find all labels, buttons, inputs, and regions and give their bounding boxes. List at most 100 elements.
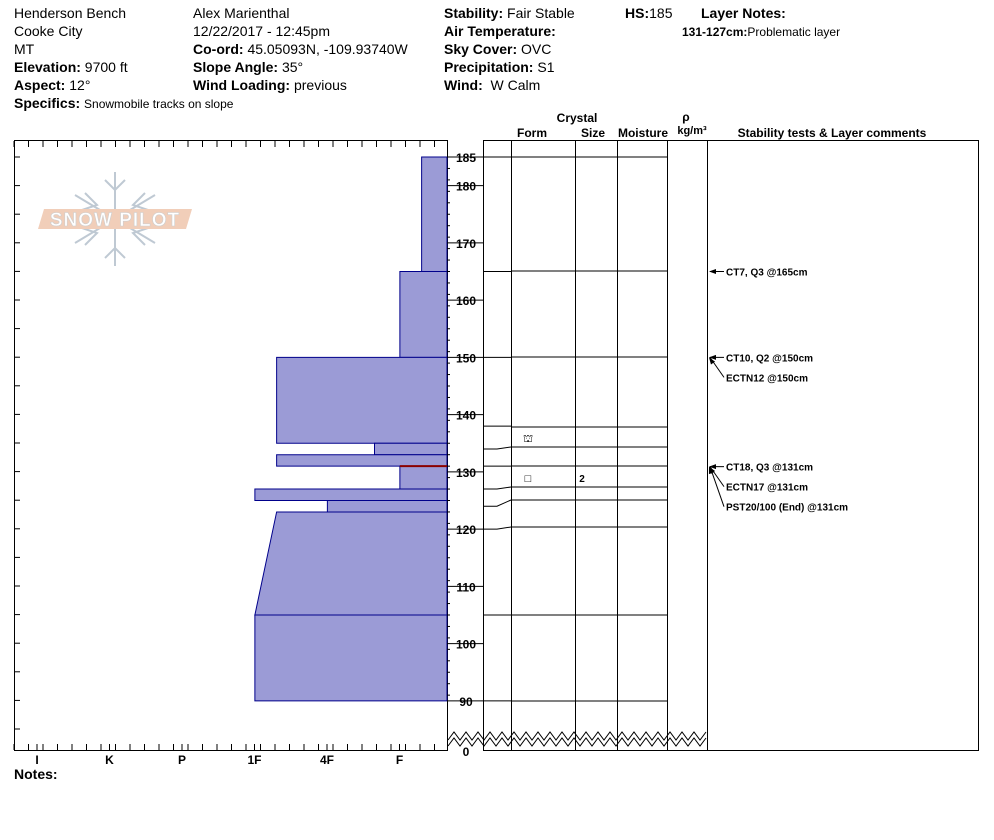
aspect-value: 12° [69, 77, 91, 93]
test-label-0: CT7, Q3 @165cm [726, 268, 808, 279]
hardness-label-1F: 1F [247, 753, 261, 767]
depth-label-180: 180 [456, 180, 476, 194]
elevation-value: 9700 ft [84, 59, 128, 75]
stability-label: Stability: [444, 5, 504, 21]
crystal-header: Crystal [557, 111, 598, 125]
wind-loading-value: previous [293, 77, 347, 93]
precip-row: Precipitation: S1 [444, 58, 554, 76]
crystal-symbols: ⛫ □ 2 [523, 433, 585, 485]
air-temp-row: Air Temperature: [444, 22, 556, 40]
stability-row: Stability: Fair Stable [444, 4, 575, 22]
hardness-layer-8 [254, 511, 448, 616]
hardness-layer-3 [374, 442, 448, 456]
sky-row: Sky Cover: OVC [444, 40, 551, 58]
stability-value: Fair Stable [507, 5, 575, 21]
crystal-size-1: 2 [579, 474, 585, 485]
hardness-layers [254, 156, 448, 702]
logo-text: SNOW PILOT [50, 210, 180, 231]
depth-label-160: 160 [456, 294, 476, 308]
coord-label: Co-ord: [193, 41, 244, 57]
depth-label-130: 130 [456, 466, 476, 480]
depth-label-170: 170 [456, 237, 476, 251]
depth-label-110: 110 [456, 580, 476, 594]
axis-break-marks [447, 731, 707, 747]
wind-row: Wind: W Calm [444, 76, 540, 94]
coord-value: 45.05093N, -109.93740W [247, 41, 408, 57]
sky-label: Sky Cover: [444, 41, 518, 57]
depth-label-120: 120 [456, 523, 476, 537]
notes-label: Notes: [14, 766, 58, 782]
hs-row: HS:185 [625, 4, 672, 22]
hardness-label-K: K [105, 753, 114, 767]
elevation-row: Elevation: 9700 ft [14, 58, 128, 76]
layer-table-frame [483, 140, 979, 751]
test-arrow-5 [709, 466, 725, 507]
boundary-connector-120 [483, 526, 512, 530]
wind-loading-row: Wind Loading: previous [193, 76, 347, 94]
crystal-form-0: ⛫ [523, 433, 533, 445]
layer-note-range: 131-127cm: [682, 25, 748, 39]
slope-row: Slope Angle: 35° [193, 58, 303, 76]
hardness-label-4F: 4F [320, 753, 334, 767]
depth-axis: 185 180 170 160 150 140 130 120 110 100 90 0 [447, 151, 483, 759]
moisture-header: Moisture [618, 126, 668, 140]
hardness-layer-2 [276, 356, 448, 444]
stability-tests: CT7, Q3 @165cm CT10, Q2 @150cm ECTN12 @150… [708, 268, 848, 514]
depth-label-100: 100 [456, 638, 476, 652]
precip-value: S1 [537, 59, 555, 75]
layer-notes-label: Layer Notes: [701, 5, 786, 21]
wind-loading-label: Wind Loading: [193, 77, 291, 93]
size-header: Size [581, 126, 605, 140]
test-label-4: ECTN17 @131cm [726, 483, 808, 494]
density-unit-header: kg/m³ [677, 125, 707, 137]
elevation-label: Elevation: [14, 59, 81, 75]
aspect-label: Aspect: [14, 77, 66, 93]
wind-label: Wind: [444, 77, 483, 93]
snowpilot-logo: SNOW PILOT [38, 172, 192, 266]
test-arrowhead-5 [708, 466, 714, 475]
rho-header: ρ [682, 110, 689, 124]
hardness-label-I: I [35, 753, 38, 767]
observer-name: Alex Marienthal [193, 5, 290, 21]
range-name: Cooke City [14, 23, 83, 39]
hardness-layer-1 [399, 271, 448, 358]
coord-row: Co-ord: 45.05093N, -109.93740W [193, 40, 408, 58]
hardness-label-F: F [396, 753, 403, 767]
test-arrowhead-3 [709, 464, 716, 470]
depth-label-150: 150 [456, 351, 476, 365]
hardness-axis: I K P 1F 4F F [13, 141, 435, 767]
wind-value: W Calm [490, 77, 541, 93]
test-label-3: CT18, Q3 @131cm [726, 463, 813, 474]
slope-value: 35° [281, 59, 304, 75]
specifics-row: Specifics: Snowmobile tracks on slope [14, 94, 233, 113]
precip-label: Precipitation: [444, 59, 534, 75]
state-name: MT [14, 41, 35, 57]
test-label-2: ECTN12 @150cm [726, 373, 808, 384]
aspect-row: Aspect: 12° [14, 76, 90, 94]
boundary-connector-134 [483, 446, 512, 450]
hardness-layer-4 [276, 454, 448, 467]
comments-header: Stability tests & Layer comments [738, 126, 927, 140]
specifics-value: Snowmobile tracks on slope [84, 97, 234, 111]
boundary-connector-127 [483, 486, 512, 490]
hardness-layer-9 [254, 614, 448, 702]
layer-note-text: Problematic layer [747, 25, 841, 39]
form-header: Form [517, 126, 547, 140]
specifics-label: Specifics: [14, 95, 81, 111]
depth-label-185: 185 [456, 151, 476, 165]
hs-value: 185 [649, 5, 673, 21]
layer-boundary-lines [483, 156, 667, 702]
hardness-label-P: P [178, 753, 186, 767]
crystal-form-1: □ [525, 473, 532, 485]
air-temp-label: Air Temperature: [444, 23, 556, 39]
test-label-5: PST20/100 (End) @131cm [726, 503, 848, 514]
test-arrowhead-0 [709, 269, 716, 274]
hardness-layer-0 [421, 156, 448, 272]
hardness-layer-6 [254, 488, 448, 501]
slope-label: Slope Angle: [193, 59, 279, 75]
hardness-layer-5 [399, 465, 448, 490]
observation-datetime: 12/22/2017 - 12:45pm [193, 23, 330, 39]
depth-label-0: 0 [463, 745, 470, 759]
location-name: Henderson Bench [14, 5, 127, 21]
